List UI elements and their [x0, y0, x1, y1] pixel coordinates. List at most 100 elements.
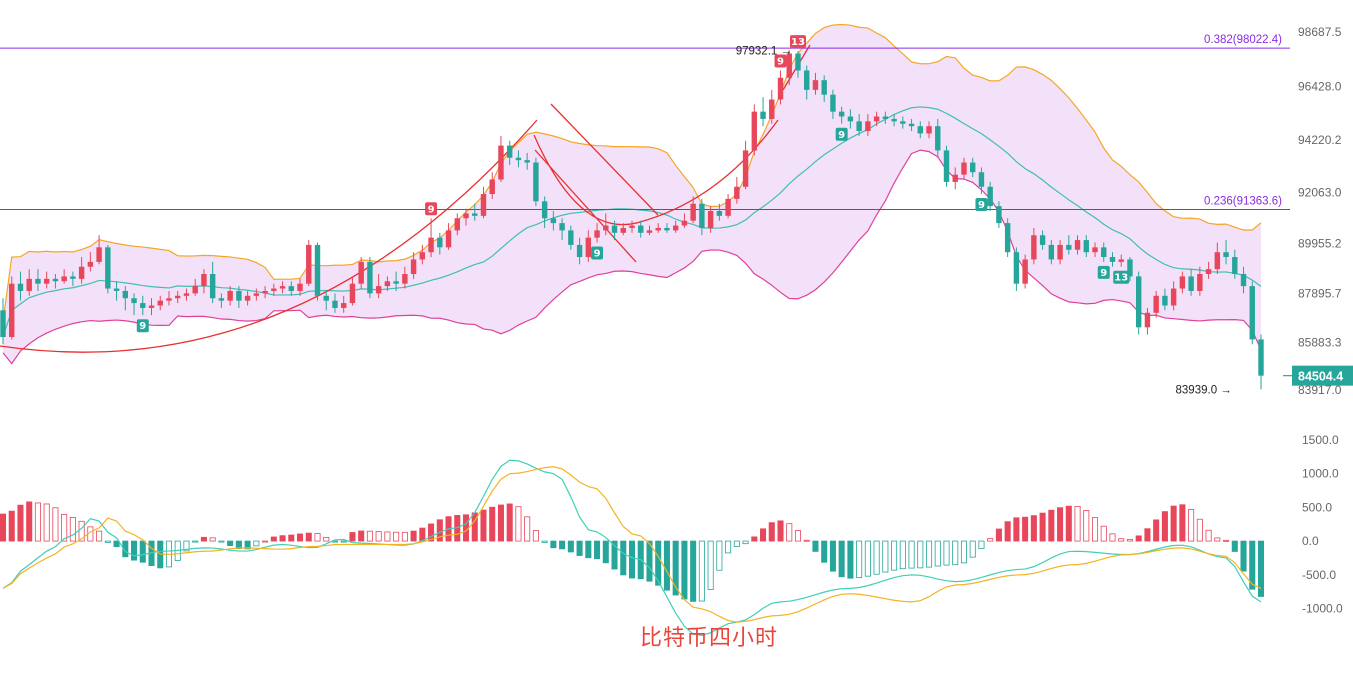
macd-histogram-bar	[987, 538, 994, 542]
candle-body	[96, 247, 102, 262]
candle-body	[306, 244, 312, 284]
macd-histogram-bar	[419, 527, 426, 542]
candle-body	[262, 290, 268, 294]
candle-body	[314, 244, 321, 296]
td-count-label: 9	[428, 204, 435, 215]
candle-body	[1258, 339, 1264, 376]
candle-body	[742, 150, 749, 187]
macd-histogram-bar	[725, 540, 732, 554]
candle-body	[209, 274, 216, 299]
candle-body	[585, 237, 592, 258]
macd-panel	[0, 459, 1265, 637]
candle-body	[655, 227, 661, 231]
candle-body	[699, 203, 705, 228]
td-count-badge	[774, 54, 787, 68]
td-count-label: 9	[1100, 268, 1107, 279]
candle-body	[1232, 257, 1238, 274]
candle-body	[550, 218, 557, 224]
macd-histogram-bar	[1161, 511, 1168, 542]
candle-body	[1083, 240, 1089, 253]
candle-body	[672, 225, 679, 231]
candle-body	[533, 162, 539, 202]
macd-histogram-bar	[480, 509, 487, 542]
macd-histogram-bar	[1057, 507, 1064, 542]
macd-histogram-bar	[567, 540, 574, 553]
candle-body	[576, 244, 583, 258]
candle-body	[1101, 247, 1107, 258]
macd-histogram-bar	[821, 540, 828, 563]
td-count-label: 9	[139, 321, 146, 332]
td-count-badge	[789, 35, 806, 49]
td-sequential-markers: 9 9 9 9 13 9 9 9 13	[136, 35, 1130, 333]
macd-histogram-bar	[934, 540, 941, 567]
candle-body	[428, 237, 434, 253]
td-count-label: 13	[791, 37, 805, 48]
macd-histogram-bar	[1223, 539, 1230, 542]
candle-body	[1249, 286, 1255, 340]
macd-histogram-bar	[908, 540, 915, 569]
bollinger-bands	[2, 23, 1262, 365]
candle-body	[175, 295, 181, 299]
trend-arc-large	[0, 119, 538, 353]
candle-body	[568, 230, 574, 245]
macd-histogram-bar	[812, 540, 819, 552]
candle-body	[1013, 252, 1020, 284]
candle-body	[970, 162, 976, 173]
macd-histogram-bar	[69, 517, 76, 542]
macd-axis-tick-label: 1000.0	[1302, 467, 1339, 481]
td-count-label: 9	[594, 249, 601, 260]
macd-histogram-bar	[646, 540, 653, 582]
candle-body	[943, 150, 950, 182]
macd-histogram-bar	[1091, 517, 1099, 542]
macd-axis-tick-label: 1500.0	[1302, 433, 1339, 447]
candle-body	[524, 160, 530, 163]
macd-histogram-bar	[200, 536, 207, 542]
candle-body	[1031, 235, 1037, 260]
candle-body	[437, 237, 443, 248]
macd-histogram-bar	[17, 504, 24, 542]
candle-body	[288, 286, 294, 291]
candle-body	[26, 278, 32, 291]
candle-body	[935, 126, 941, 151]
macd-histogram-bar	[742, 540, 749, 545]
macd-histogram-bar	[672, 540, 679, 596]
candle-body	[769, 99, 775, 119]
price-axis-tick-label: 92063.0	[1298, 186, 1342, 200]
candle-body	[760, 111, 766, 119]
macd-histogram-bar	[1188, 509, 1195, 542]
macd-histogram-bar	[655, 540, 662, 586]
price-axis-tick-label: 98687.5	[1298, 25, 1342, 39]
macd-histogram-bar	[995, 528, 1002, 542]
macd-histogram-bar	[777, 520, 784, 542]
macd-histogram-bar	[218, 540, 225, 543]
candle-body	[192, 286, 198, 294]
candle-body	[166, 298, 172, 301]
macd-histogram-bar	[803, 539, 810, 542]
macd-histogram-bar	[1240, 540, 1247, 572]
candle-body	[375, 286, 382, 294]
macd-histogram-bar	[1170, 505, 1177, 542]
macd-histogram-bar	[393, 531, 400, 542]
last-price-label: 84504.4	[1298, 370, 1343, 384]
candle-body	[856, 121, 862, 132]
macd-histogram-bar	[1100, 525, 1107, 542]
macd-histogram-bar	[1144, 528, 1151, 542]
candle-body	[1214, 252, 1221, 270]
td-count-badge	[835, 127, 848, 141]
candle-body	[358, 261, 364, 284]
trend-line-down-2	[534, 149, 637, 263]
macd-histogram-bar	[401, 531, 408, 542]
td-count-badge	[1113, 270, 1130, 284]
candle-body	[1153, 295, 1159, 313]
macd-histogram-bar	[1257, 540, 1265, 597]
high-price-annotation: 97932.1 →	[736, 45, 792, 57]
candle-body	[996, 206, 1002, 224]
macd-histogram-bar	[131, 540, 138, 561]
macd-histogram-bar	[969, 540, 976, 558]
macd-histogram-bar	[244, 540, 251, 550]
candle-body	[323, 295, 329, 301]
macd-dif-line	[2, 459, 1262, 637]
candle-body	[978, 172, 985, 187]
macd-histogram-bar	[515, 506, 522, 542]
candle-body	[183, 293, 190, 296]
